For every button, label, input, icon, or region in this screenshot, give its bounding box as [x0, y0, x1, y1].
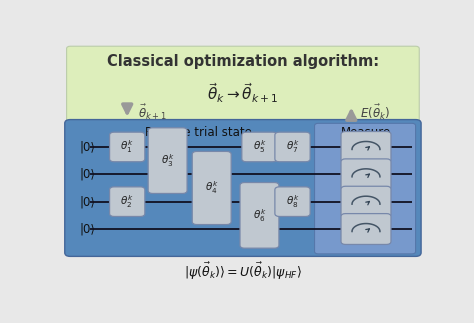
Text: $\vec{\theta}_{k+1}$: $\vec{\theta}_{k+1}$ [138, 103, 167, 122]
FancyBboxPatch shape [275, 187, 310, 216]
Text: $\theta_7^k$: $\theta_7^k$ [286, 139, 299, 155]
FancyBboxPatch shape [65, 120, 421, 256]
Text: $\theta_4^k$: $\theta_4^k$ [205, 180, 219, 196]
Text: $\theta_8^k$: $\theta_8^k$ [286, 193, 299, 210]
Text: $\theta_5^k$: $\theta_5^k$ [253, 139, 266, 155]
FancyBboxPatch shape [148, 128, 187, 193]
Text: $\theta_1^k$: $\theta_1^k$ [120, 139, 134, 155]
Text: Prepare trial state: Prepare trial state [146, 126, 252, 139]
FancyBboxPatch shape [275, 132, 310, 162]
Text: $\theta_3^k$: $\theta_3^k$ [161, 152, 174, 169]
Text: |0⟩: |0⟩ [80, 195, 95, 208]
Text: |0⟩: |0⟩ [80, 168, 95, 181]
FancyBboxPatch shape [109, 132, 145, 162]
Text: $E(\vec{\theta}_k)$: $E(\vec{\theta}_k)$ [360, 103, 391, 122]
FancyBboxPatch shape [192, 151, 231, 224]
Text: $\theta_2^k$: $\theta_2^k$ [120, 193, 134, 210]
FancyBboxPatch shape [341, 159, 391, 190]
Text: $|\psi(\vec{\theta}_k)\rangle =U(\vec{\theta}_k) |\psi_{HF}\rangle$: $|\psi(\vec{\theta}_k)\rangle =U(\vec{\t… [184, 261, 302, 282]
FancyBboxPatch shape [341, 186, 391, 217]
FancyBboxPatch shape [341, 131, 391, 162]
FancyBboxPatch shape [109, 187, 145, 216]
Text: $\theta_6^k$: $\theta_6^k$ [253, 207, 266, 224]
Text: Classical optimization algorithm:: Classical optimization algorithm: [107, 54, 379, 69]
FancyBboxPatch shape [242, 132, 277, 162]
Text: Measure: Measure [341, 126, 391, 139]
FancyBboxPatch shape [240, 182, 279, 248]
Text: |0⟩: |0⟩ [80, 141, 95, 153]
Text: |0⟩: |0⟩ [80, 223, 95, 235]
FancyBboxPatch shape [66, 46, 419, 123]
Text: $\vec{\theta}_k \rightarrow \vec{\theta}_{k+1}$: $\vec{\theta}_k \rightarrow \vec{\theta}… [207, 82, 279, 105]
FancyBboxPatch shape [341, 214, 391, 245]
FancyBboxPatch shape [315, 123, 416, 254]
